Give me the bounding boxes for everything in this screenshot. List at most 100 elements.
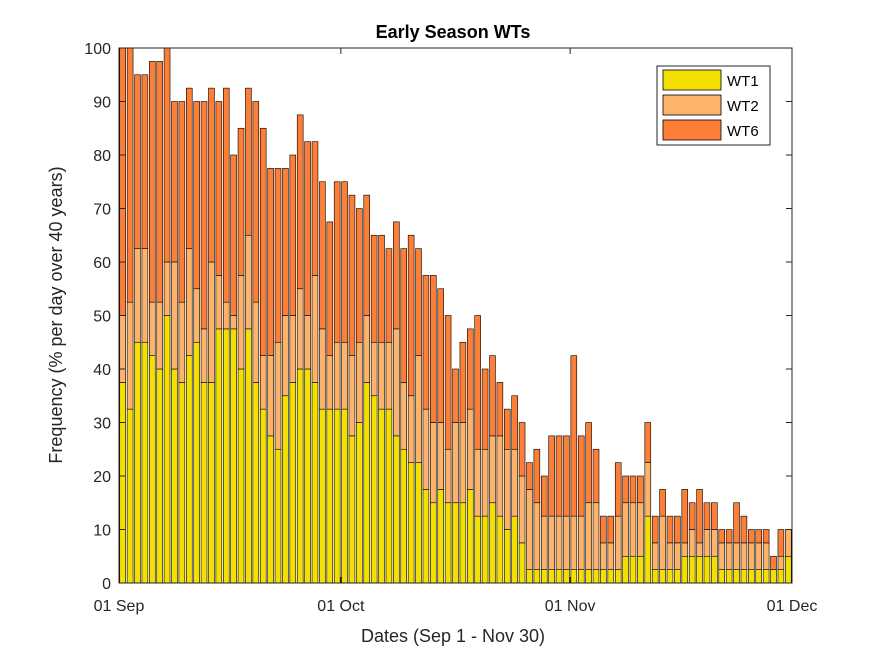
bar-wt1-day-48 [467, 489, 474, 584]
bar-wt1-day-69 [622, 555, 629, 584]
x-tick-label: 01 Dec [767, 598, 818, 615]
bar-wt6-day-46 [452, 368, 459, 423]
bar-wt2-day-6 [156, 301, 163, 370]
y-axis-label: Frequency (% per day over 40 years) [46, 166, 66, 463]
bar-wt1-day-13 [208, 382, 215, 584]
bar-wt6-day-40 [407, 234, 415, 397]
bar-wt6-day-69 [622, 475, 629, 504]
bar-wt1-day-14 [215, 328, 223, 584]
bar-wt1-day-41 [415, 462, 422, 584]
bar-wt2-day-39 [400, 382, 407, 450]
bar-wt2-day-29 [326, 355, 334, 410]
bar-wt6-day-60 [555, 435, 563, 517]
bar-wt1-day-16 [230, 328, 237, 584]
bar-wt2-day-13 [208, 261, 215, 383]
bar-wt1-day-61 [563, 569, 570, 584]
bar-wt2-day-70 [629, 502, 637, 557]
bar-wt1-day-50 [481, 515, 489, 584]
bar-wt6-day-61 [563, 435, 570, 517]
bar-wt1-day-57 [533, 569, 541, 584]
bar-wt1-day-82 [718, 569, 726, 584]
bar-wt2-day-36 [378, 341, 385, 410]
y-axis: 0 10 20 30 40 50 60 70 80 90 100 [84, 41, 792, 593]
legend: WT1 WT2 WT6 [656, 65, 771, 146]
bar-wt6-day-56 [526, 462, 533, 490]
bar-wt6-day-24 [289, 154, 297, 316]
bar-wt2-day-22 [274, 341, 282, 450]
bar-wt2-day-49 [474, 448, 481, 517]
bar-wt1-day-12 [200, 382, 208, 584]
bar-wt2-day-38 [393, 328, 400, 437]
bar-wt2-day-73 [651, 542, 659, 570]
bar-wt1-day-68 [614, 569, 622, 584]
bar-wt6-day-49 [474, 315, 481, 450]
bar-wt2-day-62 [570, 515, 578, 570]
bar-wt2-day-34 [363, 315, 371, 383]
bar-wt2-day-15 [222, 301, 230, 330]
bar-wt6-day-84 [733, 502, 740, 544]
bar-wt2-day-7 [163, 261, 171, 316]
bar-wt1-day-60 [555, 569, 563, 584]
bar-wt1-day-38 [393, 435, 400, 584]
bar-wt1-day-2 [126, 408, 134, 584]
bar-wt1-day-26 [304, 368, 311, 584]
bar-wt2-day-87 [755, 542, 762, 570]
bar-wt6-day-11 [193, 101, 200, 290]
bar-wt6-day-44 [437, 288, 444, 423]
bar-wt2-day-4 [141, 248, 149, 343]
bar-wt2-day-11 [193, 288, 200, 343]
bar-wt1-day-75 [666, 569, 674, 584]
bar-wt2-day-58 [540, 515, 548, 570]
bar-wt6-day-65 [592, 448, 600, 504]
bar-wt2-day-3 [134, 248, 141, 343]
bar-wt6-day-8 [171, 101, 178, 263]
bar-wt6-day-81 [711, 502, 718, 530]
bar-wt1-day-72 [644, 515, 652, 584]
bar-wt6-day-59 [548, 435, 555, 517]
bar-wt2-day-76 [674, 542, 681, 570]
bar-wt2-day-14 [215, 275, 223, 330]
x-axis: 01 Sep 01 Oct 01 Nov 01 Dec [94, 48, 818, 615]
bar-wt1-day-84 [733, 569, 740, 584]
bar-wt6-day-43 [430, 275, 437, 423]
bar-wt6-day-34 [363, 194, 371, 316]
bar-wt1-day-27 [311, 382, 319, 584]
bar-wt6-day-90 [777, 529, 785, 557]
bar-wt6-day-85 [740, 515, 748, 544]
bar-wt2-day-56 [526, 489, 533, 570]
bar-wt2-day-23 [282, 315, 289, 397]
bar-wt6-day-10 [186, 87, 193, 249]
bar-wt2-day-60 [555, 515, 563, 570]
bar-wt6-day-83 [725, 529, 733, 544]
bar-wt6-day-70 [629, 475, 637, 504]
bar-wt2-day-26 [304, 315, 311, 370]
bar-wt2-day-52 [496, 435, 504, 517]
bar-wt6-day-25 [296, 114, 304, 290]
bar-wt2-day-61 [563, 515, 570, 570]
bar-wt1-day-23 [282, 395, 289, 584]
bar-wt2-day-37 [385, 341, 393, 410]
bar-wt6-day-45 [444, 315, 452, 450]
bar-wt6-day-89 [770, 555, 777, 570]
bar-wt1-day-24 [289, 382, 297, 584]
bar-wt1-day-20 [259, 408, 267, 584]
bar-wt1-day-85 [740, 569, 748, 584]
bar-wt1-day-39 [400, 448, 407, 584]
y-tick-label: 10 [93, 523, 111, 540]
bar-wt2-day-44 [437, 422, 444, 490]
bar-wt2-day-51 [489, 435, 496, 504]
bar-wt1-day-65 [592, 569, 600, 584]
bar-wt2-day-30 [333, 341, 341, 410]
bar-wt2-day-86 [748, 542, 755, 570]
bar-wt2-day-67 [607, 542, 615, 570]
bar-wt2-day-1 [119, 315, 126, 383]
bar-wt6-day-55 [518, 422, 526, 477]
bar-wt6-day-17 [237, 127, 245, 276]
bar-wt2-day-5 [149, 301, 156, 356]
bar-wt1-day-49 [474, 515, 481, 584]
bar-wt1-day-18 [245, 328, 252, 584]
bar-wt6-day-27 [311, 141, 319, 276]
bar-wt6-day-4 [141, 74, 149, 249]
bar-wt1-day-32 [348, 435, 356, 584]
bar-wt2-day-91 [785, 529, 792, 557]
